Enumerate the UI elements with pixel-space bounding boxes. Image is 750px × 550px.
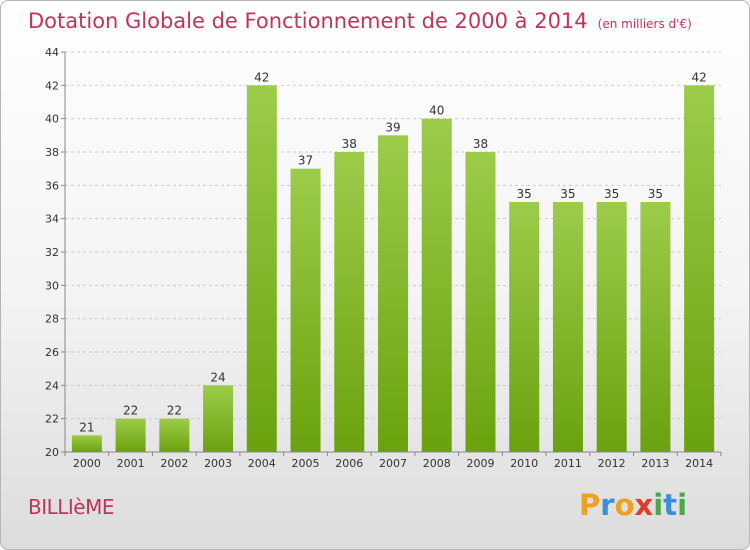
y-tick-label: 38 (45, 146, 59, 159)
x-tick-label: 2006 (335, 457, 363, 470)
logo-letter: t (663, 488, 678, 522)
commune-name: BILLIèME (28, 495, 115, 519)
logo-letter: x (634, 488, 654, 522)
x-tick-label: 2012 (598, 457, 626, 470)
y-tick-label: 34 (45, 213, 59, 226)
x-tick-label: 2007 (379, 457, 407, 470)
x-tick-label: 2000 (73, 457, 101, 470)
chart-subtitle: (en milliers d'€) (597, 17, 692, 31)
y-tick-label: 32 (45, 246, 59, 259)
x-tick-label: 2013 (641, 457, 669, 470)
x-tick-label: 2002 (160, 457, 188, 470)
bar (684, 85, 715, 452)
bar-value-label: 22 (123, 404, 138, 418)
bar (465, 152, 496, 452)
bar-value-label: 35 (648, 187, 663, 201)
y-tick-label: 42 (45, 79, 59, 92)
bar (71, 435, 102, 452)
bar-value-label: 21 (79, 420, 94, 434)
logo-letter: o (614, 488, 635, 522)
bar-value-label: 37 (298, 154, 313, 168)
x-tick-label: 2010 (510, 457, 538, 470)
y-tick-label: 22 (45, 413, 59, 426)
bar-value-label: 40 (429, 104, 444, 118)
x-tick-label: 2009 (466, 457, 494, 470)
logo-letter: P (579, 488, 601, 522)
x-tick-label: 2003 (204, 457, 232, 470)
logo-letter: i (677, 488, 688, 522)
x-tick-label: 2001 (117, 457, 145, 470)
x-tick-label: 2008 (423, 457, 451, 470)
y-tick-label: 28 (45, 313, 59, 326)
bar (640, 202, 671, 452)
y-tick-label: 44 (45, 46, 59, 59)
title-text: Dotation Globale de Fonctionnement de 20… (28, 9, 588, 33)
bar-value-label: 22 (167, 404, 182, 418)
logo-letter: i (653, 488, 664, 522)
bar (203, 385, 234, 452)
x-tick-label: 2011 (554, 457, 582, 470)
bar (334, 152, 365, 452)
bar (159, 418, 190, 452)
bar (421, 118, 452, 453)
bar (115, 418, 146, 452)
proxiti-logo: Proxiti (579, 488, 687, 522)
bar-value-label: 35 (560, 187, 575, 201)
bar-value-label: 35 (604, 187, 619, 201)
y-tick-label: 36 (45, 179, 59, 192)
y-tick-label: 24 (45, 379, 59, 392)
x-tick-label: 2005 (292, 457, 320, 470)
bar (290, 168, 321, 452)
bar-value-label: 38 (342, 137, 357, 151)
bar-value-label: 38 (473, 137, 488, 151)
bar-value-label: 35 (517, 187, 532, 201)
bar-value-label: 42 (691, 70, 706, 84)
bar (246, 85, 277, 452)
x-tick-label: 2014 (685, 457, 713, 470)
y-tick-label: 20 (45, 446, 59, 459)
y-tick-label: 40 (45, 113, 59, 126)
logo-letter: r (600, 488, 615, 522)
chart-title: Dotation Globale de Fonctionnement de 20… (28, 9, 692, 33)
bar-value-label: 24 (210, 370, 225, 384)
bar (596, 202, 627, 452)
bar-value-label: 39 (385, 120, 400, 134)
bar-value-label: 42 (254, 70, 269, 84)
x-tick-label: 2004 (248, 457, 276, 470)
y-tick-label: 26 (45, 346, 59, 359)
bar (552, 202, 583, 452)
y-tick-label: 30 (45, 279, 59, 292)
bar (378, 135, 408, 453)
bar (509, 202, 540, 452)
